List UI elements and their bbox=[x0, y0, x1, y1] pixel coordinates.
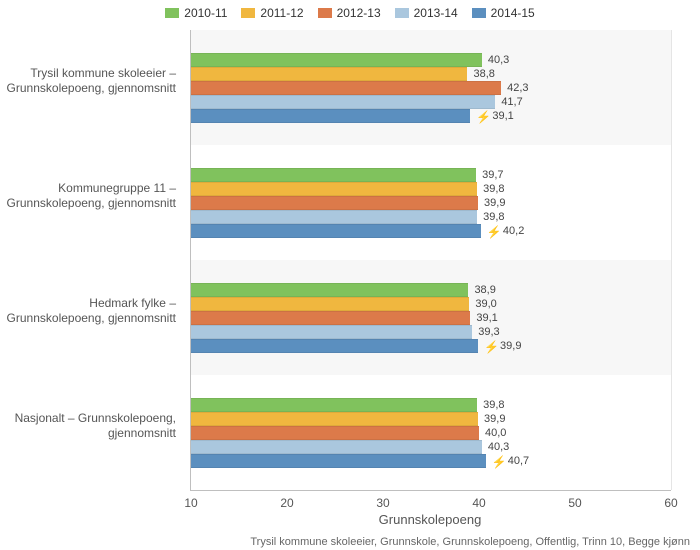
bar-value-label: 39,8 bbox=[479, 398, 504, 412]
legend-item: 2014-15 bbox=[472, 6, 535, 20]
bar: ⚡ bbox=[191, 109, 470, 123]
legend-swatch bbox=[165, 8, 179, 18]
bar-value-label: 40,3 bbox=[484, 53, 509, 67]
bar-value-label: 39,8 bbox=[479, 182, 504, 196]
bolt-icon: ⚡ bbox=[492, 455, 504, 469]
bar-value-label: 39,7 bbox=[478, 168, 503, 182]
legend-label: 2013-14 bbox=[414, 6, 458, 20]
x-tick: 60 bbox=[651, 490, 691, 510]
legend-item: 2013-14 bbox=[395, 6, 458, 20]
category-group: Hedmark fylke – Grunnskolepoeng, gjennom… bbox=[191, 260, 671, 375]
legend-swatch bbox=[395, 8, 409, 18]
bar bbox=[191, 283, 468, 297]
bar bbox=[191, 210, 477, 224]
footnote: Trysil kommune skoleeier, Grunnskole, Gr… bbox=[0, 536, 690, 548]
category-group: Kommunegruppe 11 – Grunnskolepoeng, gjen… bbox=[191, 145, 671, 260]
bar bbox=[191, 95, 495, 109]
bar-value-label: 38,9 bbox=[470, 283, 495, 297]
bar-value-label: 41,7 bbox=[497, 95, 522, 109]
bar-value-label: 40,2 bbox=[499, 224, 524, 238]
bolt-icon: ⚡ bbox=[476, 110, 488, 124]
bar: ⚡ bbox=[191, 339, 478, 353]
category-group: Trysil kommune skoleeier – Grunnskolepoe… bbox=[191, 30, 671, 145]
bar bbox=[191, 297, 469, 311]
legend-swatch bbox=[472, 8, 486, 18]
bar bbox=[191, 325, 472, 339]
legend-label: 2011-12 bbox=[260, 6, 303, 20]
legend-item: 2010-11 bbox=[165, 6, 227, 20]
bar-value-label: 39,9 bbox=[480, 412, 505, 426]
bar bbox=[191, 440, 482, 454]
bar bbox=[191, 311, 470, 325]
bar-value-label: 39,1 bbox=[488, 109, 513, 123]
legend-label: 2014-15 bbox=[491, 6, 535, 20]
x-tick: 20 bbox=[267, 490, 307, 510]
bar bbox=[191, 426, 479, 440]
x-tick: 10 bbox=[171, 490, 211, 510]
bar bbox=[191, 53, 482, 67]
category-group: Nasjonalt – Grunnskolepoeng, gjennomsnit… bbox=[191, 375, 671, 490]
bar-value-label: 39,0 bbox=[471, 297, 496, 311]
legend-label: 2010-11 bbox=[184, 6, 227, 20]
bar-value-label: 39,9 bbox=[480, 196, 505, 210]
bar bbox=[191, 196, 478, 210]
bolt-icon: ⚡ bbox=[487, 225, 499, 239]
legend-swatch bbox=[241, 8, 255, 18]
x-tick: 30 bbox=[363, 490, 403, 510]
gridline bbox=[671, 30, 672, 490]
bar: ⚡ bbox=[191, 454, 486, 468]
bar-value-label: 40,0 bbox=[481, 426, 506, 440]
bar bbox=[191, 398, 477, 412]
legend-item: 2011-12 bbox=[241, 6, 303, 20]
bar-value-label: 40,7 bbox=[504, 454, 529, 468]
legend-label: 2012-13 bbox=[337, 6, 381, 20]
bar-value-label: 42,3 bbox=[503, 81, 528, 95]
bar bbox=[191, 67, 467, 81]
bar bbox=[191, 81, 501, 95]
x-tick: 50 bbox=[555, 490, 595, 510]
bar bbox=[191, 412, 478, 426]
bar-value-label: 39,1 bbox=[472, 311, 497, 325]
legend-swatch bbox=[318, 8, 332, 18]
legend-item: 2012-13 bbox=[318, 6, 381, 20]
bar-value-label: 39,8 bbox=[479, 210, 504, 224]
category-label: Hedmark fylke – Grunnskolepoeng, gjennom… bbox=[1, 296, 176, 326]
bolt-icon: ⚡ bbox=[484, 340, 496, 354]
x-tick: 40 bbox=[459, 490, 499, 510]
chart: 2010-11 2011-12 2012-13 2013-14 2014-15 … bbox=[0, 0, 700, 550]
bar: ⚡ bbox=[191, 224, 481, 238]
bar bbox=[191, 182, 477, 196]
bar-value-label: 38,8 bbox=[469, 67, 494, 81]
bar-value-label: 40,3 bbox=[484, 440, 509, 454]
category-label: Nasjonalt – Grunnskolepoeng, gjennomsnit… bbox=[1, 411, 176, 441]
category-label: Kommunegruppe 11 – Grunnskolepoeng, gjen… bbox=[1, 181, 176, 211]
bar bbox=[191, 168, 476, 182]
x-axis-label: Grunnskolepoeng bbox=[190, 512, 670, 527]
category-label: Trysil kommune skoleeier – Grunnskolepoe… bbox=[1, 66, 176, 96]
legend: 2010-11 2011-12 2012-13 2013-14 2014-15 bbox=[0, 6, 700, 20]
plot-area: 102030405060Trysil kommune skoleeier – G… bbox=[190, 30, 671, 491]
bar-value-label: 39,9 bbox=[496, 339, 521, 353]
bar-value-label: 39,3 bbox=[474, 325, 499, 339]
